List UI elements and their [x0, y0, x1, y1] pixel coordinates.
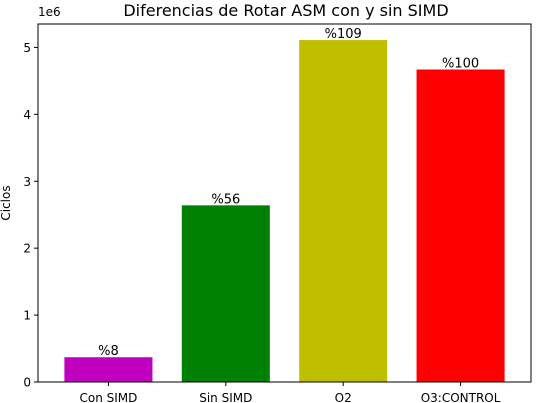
chart-title: Diferencias de Rotar ASM con y sin SIMD: [123, 1, 448, 20]
bars-group: [64, 40, 505, 382]
y-tick-label-0: 0: [23, 376, 31, 390]
bar-value-label-1: %56: [211, 192, 240, 207]
y-axis-offset-label: 1e6: [38, 5, 61, 19]
x-tick-label-2: O2: [335, 391, 352, 403]
y-tick-label-5: 5: [23, 41, 31, 55]
bar-value-label-2: %109: [325, 27, 362, 42]
bar-value-label-3: %100: [442, 57, 479, 72]
y-tick-label-3: 3: [23, 175, 31, 189]
bar-value-label-0: %8: [98, 344, 119, 359]
bar-labels-group: %8 %56 %109 %100: [98, 27, 479, 359]
y-tick-label-2: 2: [23, 242, 31, 256]
plot-frame: [37, 23, 532, 383]
bar-0: [64, 357, 153, 382]
bar-1: [181, 205, 270, 382]
x-tick-label-1: Sin SIMD: [199, 391, 252, 403]
y-axis-label: Ciclos: [0, 185, 13, 220]
y-axis-ticks: 0 1 2 3 4 5: [23, 41, 38, 390]
y-tick-label-1: 1: [23, 309, 31, 323]
y-tick-label-4: 4: [23, 108, 31, 122]
x-tick-label-0: Con SIMD: [79, 391, 137, 403]
x-tick-label-3: O3:CONTROL: [421, 391, 501, 403]
x-axis-ticks: Con SIMD Sin SIMD O2 O3:CONTROL: [79, 382, 501, 403]
bar-3: [416, 69, 505, 382]
bar-2: [299, 40, 388, 382]
